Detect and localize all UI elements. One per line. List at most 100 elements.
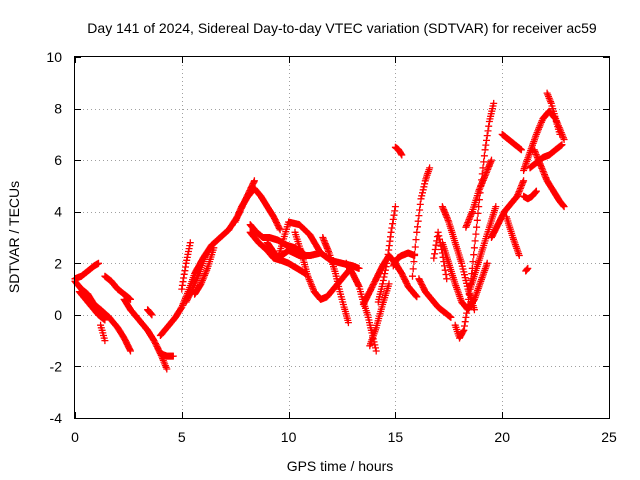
data-point: [354, 281, 362, 289]
data-point: [490, 99, 498, 107]
data-point: [385, 280, 393, 288]
data-point: [434, 228, 442, 236]
data-point: [379, 280, 387, 288]
data-point: [186, 239, 194, 247]
data-point: [426, 164, 434, 172]
y-tick-label: 6: [54, 152, 62, 168]
data-point: [443, 275, 451, 283]
data-point: [317, 249, 325, 257]
data-point: [473, 216, 481, 224]
data-point: [419, 186, 427, 194]
data-point: [463, 222, 470, 230]
data-point: [541, 172, 549, 180]
data-point: [325, 247, 332, 255]
data-point: [389, 220, 397, 228]
data-point: [473, 223, 481, 231]
data-point: [483, 167, 491, 175]
data-point: [483, 136, 490, 144]
data-point: [479, 178, 486, 186]
data-point: [420, 183, 428, 191]
data-point: [250, 177, 258, 185]
data-point: [417, 195, 425, 203]
data-point: [484, 164, 492, 172]
data-point: [556, 130, 564, 138]
data-point: [538, 164, 546, 172]
data-point: [355, 264, 363, 272]
data-point: [482, 141, 490, 149]
data-point: [180, 270, 188, 278]
data-point: [316, 248, 324, 256]
data-point: [485, 122, 493, 130]
data-point: [532, 187, 540, 195]
data-point: [390, 211, 398, 219]
data-point: [464, 219, 472, 226]
data-point: [539, 168, 547, 175]
data-point: [467, 211, 475, 219]
y-axis-label: SDTVAR / TECUs: [6, 181, 22, 293]
plot-frame: [74, 56, 610, 419]
data-point: [411, 243, 419, 251]
data-point: [210, 244, 218, 252]
data-point: [480, 175, 488, 183]
data-point: [412, 236, 420, 244]
data-point: [380, 273, 388, 281]
y-tick-label: 8: [54, 101, 62, 117]
data-point: [169, 352, 177, 360]
data-point: [463, 309, 471, 317]
y-tick-label: 10: [46, 49, 62, 65]
data-point: [95, 259, 102, 267]
data-point: [101, 337, 109, 345]
grid: [75, 57, 609, 418]
data-point: [486, 159, 494, 167]
data-point: [517, 146, 525, 154]
data-point: [430, 254, 438, 262]
data-point: [416, 200, 424, 208]
data-point: [127, 347, 134, 355]
data-point: [163, 365, 171, 373]
data-point: [477, 182, 485, 190]
data-point: [480, 158, 488, 166]
data-point: [398, 151, 406, 159]
data-point: [101, 316, 109, 324]
data-point: [409, 265, 417, 273]
data-point: [201, 252, 209, 259]
data-point: [411, 291, 419, 299]
data-point: [532, 149, 539, 157]
data-point: [474, 209, 482, 217]
data-point: [148, 311, 156, 319]
data-point: [409, 272, 416, 280]
data-point: [514, 189, 522, 197]
data-point: [275, 224, 283, 232]
data-point: [463, 305, 471, 313]
data-point: [379, 277, 387, 284]
data-point: [484, 127, 492, 135]
data-point: [530, 146, 538, 154]
chart-title: Day 141 of 2024, Sidereal Day-to-day VTE…: [87, 20, 597, 36]
data-point: [414, 223, 421, 231]
data-point: [535, 157, 543, 165]
data-point: [441, 266, 449, 274]
data-point: [537, 161, 545, 169]
data-point: [439, 204, 447, 212]
data-point: [520, 177, 528, 185]
data-point: [319, 235, 327, 243]
data-point: [411, 250, 419, 258]
data-point: [410, 258, 418, 266]
data-point: [444, 215, 451, 223]
data-point: [421, 180, 429, 188]
data-point: [462, 313, 470, 321]
data-point: [461, 322, 468, 330]
data-point: [475, 186, 483, 193]
data-point: [492, 203, 500, 211]
data-point: [560, 136, 568, 143]
data-points: [71, 89, 568, 373]
x-axis-label: GPS time / hours: [287, 458, 394, 474]
data-point: [431, 250, 439, 258]
data-point: [276, 226, 284, 234]
data-point: [391, 207, 399, 215]
data-point: [127, 295, 134, 303]
data-point: [488, 156, 495, 164]
data-point: [459, 328, 467, 336]
y-tick-label: 2: [54, 255, 62, 271]
